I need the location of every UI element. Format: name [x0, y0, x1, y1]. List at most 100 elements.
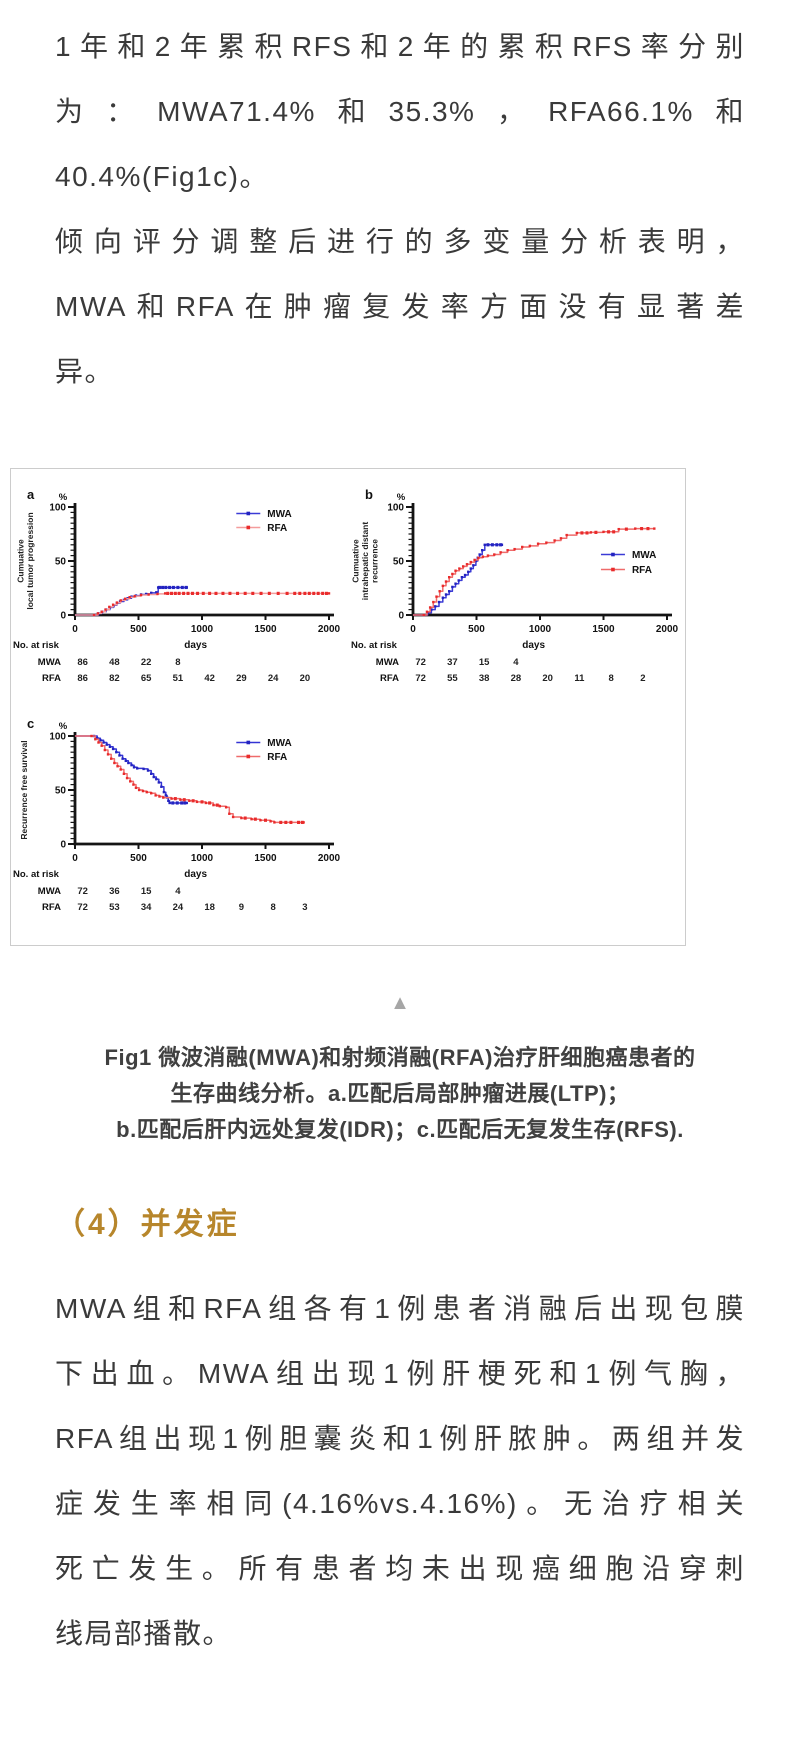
risk-count: 24 — [268, 673, 279, 684]
censor-tick — [267, 591, 271, 595]
censor-tick — [243, 591, 247, 595]
censor-tick — [168, 585, 172, 590]
svg-text:1000: 1000 — [191, 624, 214, 635]
panel-letter: b — [365, 487, 373, 502]
risk-count: 20 — [542, 673, 553, 684]
censor-tick — [607, 530, 611, 534]
risk-count: 38 — [479, 673, 490, 684]
svg-text:2000: 2000 — [318, 853, 341, 864]
censor-tick — [183, 801, 187, 805]
risk-count: 2 — [640, 673, 645, 684]
paragraph-complications: MWA组和RFA组各有1例患者消融后出现包膜 下出血。MWA组出现1例肝梗死和1例… — [55, 1276, 745, 1666]
censor-tick — [161, 585, 165, 590]
figure-panel-a: a% 0 50 100 0 500 1000 1500 2000 Cumuativelocal t… — [11, 483, 349, 696]
risk-row-label: RFA — [380, 673, 399, 684]
censor-tick — [157, 585, 161, 590]
censor-tick — [221, 591, 225, 595]
risk-table-title: No. at risk — [351, 640, 398, 651]
censor-tick — [285, 591, 289, 595]
text-line: MWA组和RFA组各有1例患者消融后出现包膜 — [55, 1293, 745, 1324]
triangle-up-icon: ▲ — [390, 992, 410, 1014]
legend-label: MWA — [267, 738, 291, 749]
text-line: 症发生率相同(4.16%vs.4.16%)。无治疗相关 — [55, 1488, 745, 1519]
text-line: 异。 — [55, 356, 115, 387]
legend-label: MWA — [267, 509, 291, 520]
legend-label: RFA — [267, 752, 287, 763]
risk-count: 22 — [141, 657, 152, 668]
censor-tick — [196, 591, 200, 595]
y-axis-label: Recurrence free survival — [19, 740, 29, 839]
risk-count: 15 — [141, 886, 152, 897]
risk-count: 4 — [513, 657, 519, 668]
svg-text:2000: 2000 — [656, 624, 679, 635]
svg-text:100: 100 — [49, 732, 66, 743]
censor-tick — [228, 591, 232, 595]
censor-tick — [289, 820, 293, 824]
risk-count: 51 — [173, 673, 184, 684]
collapse-figure-button[interactable]: ▲ — [0, 992, 800, 1014]
censor-tick — [499, 543, 503, 547]
censor-tick — [321, 591, 325, 595]
risk-count: 8 — [270, 902, 275, 913]
risk-table-title: No. at risk — [13, 869, 60, 880]
censor-tick — [170, 591, 174, 595]
censor-tick — [180, 801, 184, 805]
censor-tick — [646, 527, 650, 531]
text-line: 线局部播散。 — [55, 1618, 233, 1649]
risk-count: 42 — [204, 673, 215, 684]
risk-count: 4 — [175, 886, 181, 897]
y-unit-label: % — [59, 721, 68, 732]
censor-tick — [284, 820, 288, 824]
mwa-curve — [75, 735, 187, 804]
censor-tick — [166, 591, 170, 595]
censor-tick — [279, 820, 283, 824]
figure-fig1[interactable]: a% 0 50 100 0 500 1000 1500 2000 Cumuativelocal t… — [10, 468, 686, 946]
text-line: Fig1 微波消融(MWA)和射频消融(RFA)治疗肝细胞癌患者的 — [104, 1045, 696, 1070]
svg-text:0: 0 — [398, 611, 404, 622]
mwa-curve — [75, 586, 187, 616]
censor-tick — [200, 800, 204, 804]
svg-text:0: 0 — [410, 624, 416, 635]
risk-count: 24 — [173, 902, 184, 913]
article-page: 1年和2年累积RFS和2年的累积RFS率分别 为：MWA71.4%和35.3%，R… — [0, 14, 800, 1666]
censor-tick — [208, 801, 212, 805]
figure-panel-c: c% 0 50 100 0 500 1000 1500 2000 Recurrence free … — [11, 712, 349, 925]
text-line: 死亡发生。所有患者均未出现癌细胞沿穿刺 — [55, 1553, 745, 1584]
text-line: RFA组出现1例胆囊炎和1例肝脓肿。两组并发 — [55, 1423, 745, 1454]
censor-tick — [208, 591, 212, 595]
risk-table-title: No. at risk — [13, 640, 60, 651]
risk-count: 53 — [109, 902, 120, 913]
risk-count: 72 — [77, 902, 88, 913]
paragraph-rfs-rates: 1年和2年累积RFS和2年的累积RFS率分别 为：MWA71.4%和35.3%，R… — [55, 14, 745, 209]
risk-row-label: RFA — [42, 902, 61, 913]
risk-count: 3 — [302, 902, 307, 913]
censor-tick — [585, 531, 589, 535]
censor-tick — [297, 820, 301, 824]
svg-text:50: 50 — [55, 786, 67, 797]
risk-count: 9 — [239, 902, 244, 913]
censor-tick — [594, 530, 598, 534]
censor-tick — [190, 591, 194, 595]
risk-count: 28 — [511, 673, 522, 684]
risk-row-label: MWA — [38, 657, 61, 668]
censor-tick — [486, 543, 490, 547]
svg-text:1000: 1000 — [529, 624, 552, 635]
censor-tick — [182, 591, 186, 595]
risk-count: 11 — [574, 673, 585, 684]
risk-count: 20 — [300, 673, 311, 684]
svg-text:1500: 1500 — [592, 624, 615, 635]
censor-tick — [173, 591, 177, 595]
legend-label: MWA — [632, 550, 656, 561]
risk-row-label: RFA — [42, 673, 61, 684]
svg-text:500: 500 — [130, 853, 147, 864]
risk-count: 48 — [109, 657, 120, 668]
risk-count: 72 — [415, 657, 426, 668]
risk-count: 36 — [109, 886, 120, 897]
svg-text:0: 0 — [72, 624, 78, 635]
censor-tick — [191, 799, 195, 803]
censor-tick — [164, 585, 168, 590]
paragraph-multivariate: 倾向评分调整后进行的多变量分析表明， MWA和RFA在肿瘤复发率方面没有显著差 异。 — [55, 209, 745, 404]
text-line: MWA和RFA在肿瘤复发率方面没有显著差 — [55, 291, 745, 322]
svg-text:2000: 2000 — [318, 624, 341, 635]
